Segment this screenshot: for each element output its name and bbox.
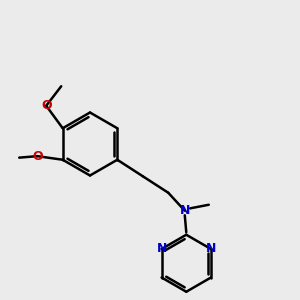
Text: N: N [180,204,190,217]
Text: N: N [156,242,167,256]
Text: O: O [32,150,43,163]
Text: O: O [41,99,52,112]
Text: N: N [206,242,216,256]
